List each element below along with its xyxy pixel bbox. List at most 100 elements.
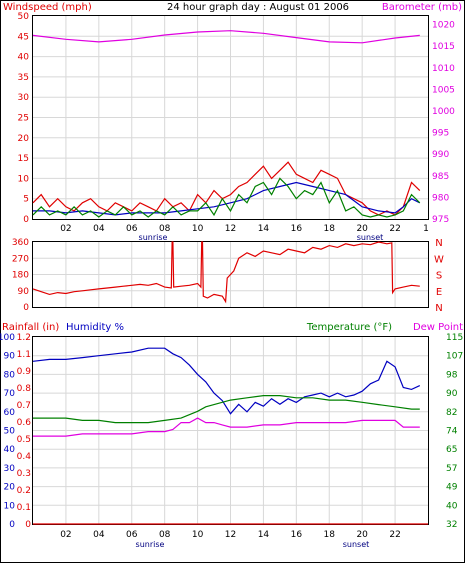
panel3-sunrise-label: sunrise — [136, 540, 165, 549]
panel3-series — [32, 347, 428, 525]
hour-tick-label: 12 — [225, 224, 236, 234]
humidity-tick-label: 80 — [4, 370, 16, 380]
humidity-line — [32, 347, 421, 415]
windspeed-axis-label: Windspeed (mph) — [3, 2, 92, 13]
humidity-tick-label: 30 — [4, 464, 16, 474]
wind-spread-line — [32, 177, 421, 218]
hour-tick-label: 06 — [126, 530, 138, 540]
hour-tick-label: 02 — [60, 224, 71, 234]
rainfall-tick-label: 1.1 — [17, 350, 31, 360]
rainfall-tick-label: 0.1 — [17, 503, 31, 513]
degree-tick-label: 270 — [12, 254, 29, 264]
humidity-tick-label: 50 — [4, 427, 16, 437]
compass-label: E — [436, 287, 442, 298]
dewpoint-line — [33, 417, 420, 437]
temperature-tick-label: 74 — [446, 427, 458, 437]
barometer-tick-label: 1005 — [432, 85, 455, 95]
hour-tick-label-last: 1 — [423, 224, 429, 234]
windspeed-tick-label: 25 — [18, 114, 29, 124]
degree-tick-label: 360 — [12, 238, 29, 248]
rainfall-tick-label: 1.2 — [17, 333, 31, 343]
degree-tick-label: 0 — [23, 303, 29, 313]
hour-tick-label: 14 — [258, 224, 270, 234]
panel1-series — [32, 30, 421, 218]
humidity-axis-label: Humidity % — [66, 322, 124, 333]
compass-label: N — [435, 238, 442, 249]
degree-tick-label: 180 — [12, 271, 29, 281]
windspeed-tick-label: 35 — [18, 73, 29, 83]
compass-label: S — [436, 271, 442, 282]
temperature-tick-label: 49 — [446, 483, 458, 493]
barometer-tick-label: 1000 — [432, 107, 455, 117]
windspeed-tick-label: 50 — [18, 12, 30, 22]
panel1-plot-frame — [32, 15, 429, 220]
humidity-tick-label: 40 — [4, 445, 16, 455]
temperature-axis-label: Temperature (°F) — [306, 322, 392, 333]
panel3-sunset-label: sunset — [343, 540, 370, 549]
degree-tick-label: 90 — [18, 287, 30, 297]
temperature-tick-label: 98 — [446, 370, 458, 380]
panel1-title: 24 hour graph day : August 01 2006 — [167, 2, 349, 13]
humidity-tick-label: 90 — [4, 352, 16, 362]
humidity-tick-label: 20 — [4, 483, 16, 493]
humidity-tick-label: 0 — [9, 520, 15, 530]
hour-tick-label: 04 — [93, 530, 105, 540]
dewpoint-axis-label: Dew Point — [413, 322, 463, 333]
panel3-hour-tick-labels: 02 04 06 08 10 12 14 16 18 20 22 — [60, 530, 401, 540]
barometer-tick-label: 995 — [432, 129, 449, 139]
panel3-gridlines — [33, 337, 428, 524]
compass-label: W — [434, 254, 444, 265]
hour-tick-label: 18 — [324, 530, 336, 540]
hour-tick-label: 22 — [389, 530, 400, 540]
rainfall-tick-label: 0 — [25, 520, 31, 530]
barometer-tick-labels: 1020 1015 1010 1005 1000 995 990 985 980 975 — [432, 21, 455, 225]
barometer-tick-label: 1010 — [432, 64, 455, 74]
hour-tick-label: 08 — [159, 224, 171, 234]
humidity-tick-label: 60 — [4, 408, 16, 418]
windspeed-tick-label: 15 — [18, 154, 29, 164]
hour-tick-label: 20 — [356, 530, 368, 540]
hour-tick-label: 16 — [291, 224, 303, 234]
rainfall-tick-label: 0.6 — [17, 418, 32, 428]
temperature-tick-labels: 115 107 98 90 82 74 65 57 49 40 32 — [446, 333, 463, 530]
windspeed-tick-label: 30 — [18, 93, 30, 103]
temperature-tick-label: 40 — [446, 501, 458, 511]
rainfall-tick-label: 0.2 — [17, 486, 31, 496]
barometer-tick-label: 985 — [432, 172, 449, 182]
rainfall-tick-label: 0.4 — [17, 452, 32, 462]
hour-tick-label: 12 — [225, 530, 236, 540]
windspeed-tick-label: 10 — [18, 174, 30, 184]
hour-tick-label: 08 — [159, 530, 171, 540]
hour-tick-label: 02 — [60, 530, 71, 540]
barometer-tick-label: 990 — [432, 150, 449, 160]
hour-tick-label: 20 — [356, 224, 368, 234]
panel1-hour-tick-labels: 02 04 06 08 10 12 14 16 18 20 22 1 — [60, 224, 429, 234]
humidity-tick-label: 70 — [4, 389, 16, 399]
panel2-plot-frame — [32, 241, 429, 308]
rainfall-axis-label: Rainfall (in) — [2, 322, 59, 333]
hour-tick-label: 16 — [291, 530, 303, 540]
barometer-tick-label: 1020 — [432, 21, 455, 31]
wind-gust-line — [32, 161, 421, 216]
hour-tick-label: 06 — [126, 224, 138, 234]
humidity-tick-label: 100 — [0, 333, 15, 343]
wind-average-line — [33, 181, 421, 216]
temperature-tick-label: 82 — [446, 408, 457, 418]
hour-tick-label: 14 — [258, 530, 270, 540]
windspeed-tick-label: 40 — [18, 53, 30, 63]
panel1-sunset-label: sunset — [357, 233, 384, 242]
rainfall-tick-label: 0.5 — [17, 435, 31, 445]
rainfall-tick-label: 0.3 — [17, 469, 31, 479]
windspeed-tick-label: 20 — [18, 134, 30, 144]
rainfall-tick-label: 0.8 — [17, 384, 32, 394]
temperature-tick-label: 57 — [446, 464, 457, 474]
hour-tick-label: 22 — [389, 224, 400, 234]
windspeed-tick-label: 5 — [23, 195, 29, 205]
humidity-tick-label: 10 — [4, 501, 16, 511]
panel2-gridlines — [33, 242, 428, 307]
hour-tick-label: 04 — [93, 224, 105, 234]
